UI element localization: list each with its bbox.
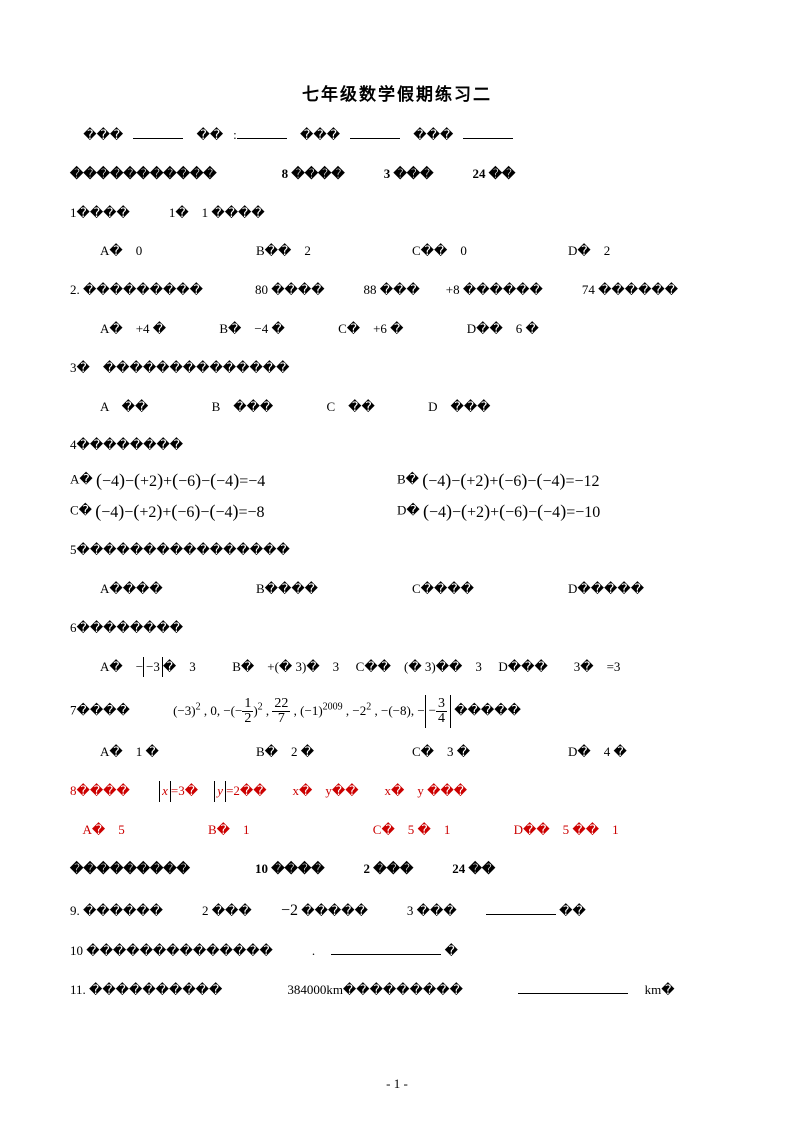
blank bbox=[331, 942, 441, 955]
q2-c: C� +6 � bbox=[338, 321, 403, 336]
q6-b: B� +(� 3)� 3 bbox=[232, 659, 339, 674]
section-2-heading: ��������� 10 ���� 2 ��� 24 �� bbox=[70, 859, 724, 880]
q7-pre: 7���� bbox=[70, 703, 130, 718]
q6-a-math: −−3 bbox=[136, 659, 163, 674]
q3-stem: 3� �������������� bbox=[70, 358, 724, 379]
q6-options: A� −−3� 3 B� +(� 3)� 3 C�� (� 3)�� 3 D��… bbox=[70, 657, 724, 678]
q3-b: B ��� bbox=[212, 399, 274, 414]
hdr-4: ��� bbox=[413, 127, 453, 142]
q1-stem: 1���� 1� 1 ���� bbox=[70, 203, 724, 224]
q6-d: D��� 3� =3 bbox=[498, 659, 620, 674]
q2-options: A� +4 � B� −4 � C� +6 � D�� 6 � bbox=[70, 319, 724, 340]
q8-options: A� 5 B� 1 C� 5 � 1 D�� 5 �� 1 bbox=[70, 820, 724, 841]
blank bbox=[237, 126, 287, 139]
q7-tail: ����� bbox=[454, 703, 521, 718]
q8-abs-y: y bbox=[214, 781, 226, 802]
q5-a: A���� bbox=[100, 579, 256, 600]
q10-b: � bbox=[445, 943, 458, 958]
q8-a: A� 5 bbox=[83, 822, 125, 837]
page: 七年级数学假期练习二 ��� ��: ��� ��� ����������� 8… bbox=[0, 0, 794, 1049]
q8-m2: =2�� x� y�� x� y ��� bbox=[226, 783, 467, 798]
page-title: 七年级数学假期练习二 bbox=[70, 80, 724, 105]
q6-a-label: A� bbox=[100, 659, 136, 674]
q4-d-label: D� bbox=[397, 503, 420, 518]
q4-a-label: A� bbox=[70, 472, 93, 487]
q5-c: C���� bbox=[412, 579, 568, 600]
q3-c: C �� bbox=[327, 399, 375, 414]
q9-neg2: −2 bbox=[281, 902, 298, 919]
q6-stem: 6�������� bbox=[70, 618, 724, 639]
q4-row1: A� (−4)−(+2)+(−6)−(−4)=−4 B� (−4)−(+2)+(… bbox=[70, 470, 724, 491]
q8-abs-x: x bbox=[159, 781, 171, 802]
q4-stem: 4�������� bbox=[70, 435, 724, 456]
blank bbox=[350, 126, 400, 139]
q4-row2: C� (−4)−(+2)+(−6)−(−4)=−8 D� (−4)−(+2)+(… bbox=[70, 501, 724, 522]
hdr-3: ��� bbox=[300, 127, 340, 142]
q4-b-eq: (−4)−(+2)+(−6)−(−4)=−12 bbox=[422, 470, 599, 491]
q5-options: A���� B���� C���� D����� bbox=[70, 579, 724, 600]
q9: 9. ������ 2 ��� −2 ����� 3 ��� �� bbox=[70, 898, 724, 924]
q5-d: D����� bbox=[568, 579, 724, 600]
q5-b: B���� bbox=[256, 579, 412, 600]
header-blanks: ��� ��: ��� ��� bbox=[70, 125, 724, 146]
q1-b: B�� 2 bbox=[256, 241, 412, 262]
section-1-heading: ����������� 8 ���� 3 ��� 24 �� bbox=[70, 164, 724, 185]
q7-d: D� 4 � bbox=[568, 742, 724, 763]
q8-b: B� 1 bbox=[208, 822, 250, 837]
q8-pre: 8���� bbox=[70, 783, 156, 798]
q3-d: D ��� bbox=[428, 399, 490, 414]
q6-c: C�� (� 3)�� 3 bbox=[356, 659, 482, 674]
q9-b: ����� 3 ��� bbox=[301, 903, 482, 918]
q4-a-eq: (−4)−(+2)+(−6)−(−4)=−4 bbox=[96, 470, 265, 491]
blank bbox=[518, 981, 628, 994]
q8-c: C� 5 � 1 bbox=[373, 822, 451, 837]
q2-stem: 2. ��������� 80 ���� 88 ��� +8 ������ 74… bbox=[70, 280, 724, 301]
hdr-2: �� bbox=[197, 127, 224, 142]
q11: 11. ���������� 384000km��������� km� bbox=[70, 980, 724, 1001]
q7-a: A� 1 � bbox=[100, 742, 256, 763]
q4-d-eq: (−4)−(+2)+(−6)−(−4)=−10 bbox=[423, 501, 600, 522]
q1-c: C�� 0 bbox=[412, 241, 568, 262]
q2-b: B� −4 � bbox=[219, 321, 284, 336]
q10-a: 10 �������������� . bbox=[70, 943, 328, 958]
page-number: - 1 - bbox=[0, 1076, 794, 1092]
q2-a: A� +4 � bbox=[100, 321, 166, 336]
q8-m1: =3� bbox=[171, 783, 211, 798]
q4-c-label: C� bbox=[70, 503, 92, 518]
q8-d: D�� 5 �� 1 bbox=[514, 822, 619, 837]
blank bbox=[486, 902, 556, 915]
q7-options: A� 1 � B� 2 � C� 3 � D� 4 � bbox=[70, 742, 724, 763]
q1-a: A� 0 bbox=[100, 241, 256, 262]
q11-a: 11. ���������� 384000km��������� bbox=[70, 982, 515, 997]
q6-a-tail: � 3 bbox=[163, 659, 196, 674]
q7-c: C� 3 � bbox=[412, 742, 568, 763]
q4-b-label: B� bbox=[397, 472, 419, 487]
q1-d: D� 2 bbox=[568, 241, 724, 262]
q4-c-eq: (−4)−(+2)+(−6)−(−4)=−8 bbox=[95, 501, 264, 522]
blank bbox=[463, 126, 513, 139]
q9-c: �� bbox=[559, 903, 586, 918]
q5-stem: 5���������������� bbox=[70, 540, 724, 561]
q1-options: A� 0 B�� 2 C�� 0 D� 2 bbox=[70, 241, 724, 262]
q8-stem: 8���� x=3� y=2�� x� y�� x� y ��� bbox=[70, 781, 724, 802]
q3-options: A �� B ��� C �� D ��� bbox=[70, 397, 724, 418]
blank bbox=[133, 126, 183, 139]
hdr-1: ��� bbox=[83, 127, 123, 142]
q3-a: A �� bbox=[100, 399, 148, 414]
q9-a: 9. ������ 2 ��� bbox=[70, 903, 278, 918]
q7-expr: (−3)2 , 0, −(−12)2 , 227 , (−1)2009 , −2… bbox=[173, 703, 454, 718]
q7-stem: 7���� (−3)2 , 0, −(−12)2 , 227 , (−1)200… bbox=[70, 695, 724, 728]
q2-d: D�� 6 � bbox=[467, 321, 539, 336]
q11-b: km� bbox=[645, 982, 675, 997]
q10: 10 �������������� . � bbox=[70, 941, 724, 962]
q7-b: B� 2 � bbox=[256, 742, 412, 763]
